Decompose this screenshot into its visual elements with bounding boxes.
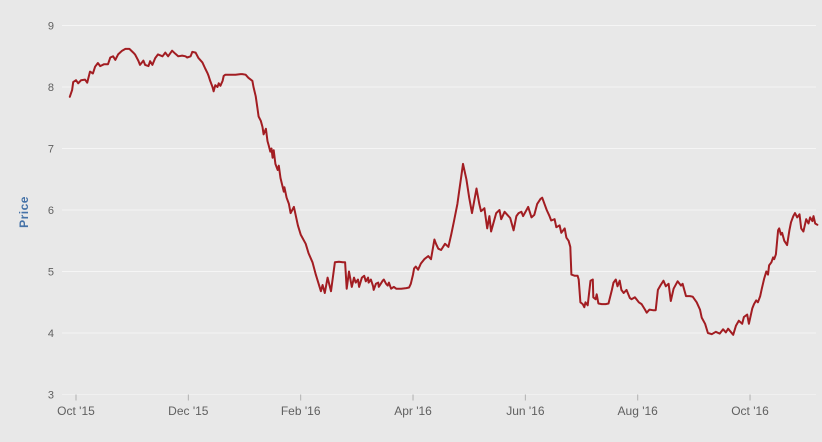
y-tick-label: 7	[48, 144, 54, 156]
y-axis-title: Price	[17, 196, 31, 228]
y-axis-labels: 3 4 5 6 7 8 9	[48, 21, 54, 402]
y-tick-label: 3	[48, 390, 54, 402]
x-tick-label: Oct '16	[731, 404, 769, 418]
x-tick-label: Dec '15	[168, 404, 209, 418]
x-tick-label: Feb '16	[281, 404, 321, 418]
x-tick-label: Aug '16	[618, 404, 659, 418]
y-tick-label: 9	[48, 21, 54, 33]
y-tick-label: 6	[48, 205, 54, 217]
x-tick-label: Apr '16	[394, 404, 432, 418]
x-axis-labels: Oct '15 Dec '15 Feb '16 Apr '16 Jun '16 Aug '…	[57, 404, 769, 418]
price-series	[68, 47, 819, 336]
x-axis-ticks	[75, 394, 751, 401]
y-tick-label: 8	[48, 82, 54, 94]
x-tick-label: Oct '15	[57, 404, 95, 418]
y-tick-label: 4	[48, 328, 54, 340]
x-tick-label: Jun '16	[506, 404, 545, 418]
price-line	[68, 47, 819, 336]
y-tick-label: 5	[48, 267, 54, 279]
gridlines	[62, 25, 816, 395]
